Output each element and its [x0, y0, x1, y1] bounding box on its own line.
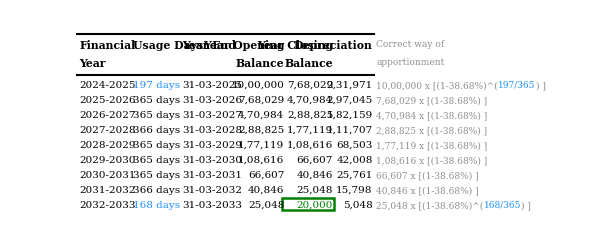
Text: 1,11,707: 1,11,707	[326, 125, 373, 134]
Text: 365 days: 365 days	[133, 140, 180, 149]
Text: 197/365: 197/365	[498, 81, 536, 89]
Text: Balance: Balance	[236, 57, 284, 68]
Text: 4,70,984 x [(1-38.68%) ]: 4,70,984 x [(1-38.68%) ]	[376, 111, 488, 119]
Text: 1,08,616: 1,08,616	[238, 155, 284, 164]
Text: 5,048: 5,048	[343, 200, 373, 209]
Text: 31-03-2033: 31-03-2033	[182, 200, 242, 209]
Text: ) ]: ) ]	[536, 81, 545, 89]
Text: 25,761: 25,761	[336, 170, 373, 179]
Text: 365 days: 365 days	[133, 111, 180, 119]
Text: 2026-2027: 2026-2027	[80, 111, 136, 119]
Text: 1,77,119: 1,77,119	[238, 140, 284, 149]
Text: 168 days: 168 days	[133, 200, 180, 209]
Text: 40,846: 40,846	[248, 185, 284, 194]
Text: 2032-2033: 2032-2033	[80, 200, 136, 209]
Text: 365 days: 365 days	[133, 96, 180, 105]
Text: apportionment: apportionment	[376, 57, 445, 66]
Text: Year: Year	[80, 57, 106, 68]
Text: 40,846 x [(1-38.68%) ]: 40,846 x [(1-38.68%) ]	[376, 185, 479, 194]
Text: 2031-2032: 2031-2032	[80, 185, 136, 194]
Text: 7,68,029: 7,68,029	[238, 96, 284, 105]
Text: 25,048: 25,048	[248, 200, 284, 209]
Text: 10,00,000 x [(1-38.68%)^(: 10,00,000 x [(1-38.68%)^(	[376, 81, 498, 89]
Text: 66,607: 66,607	[248, 170, 284, 179]
Text: 1,08,616 x [(1-38.68%) ]: 1,08,616 x [(1-38.68%) ]	[376, 155, 488, 164]
Text: 1,77,119: 1,77,119	[287, 125, 333, 134]
Text: 20,000: 20,000	[297, 200, 333, 209]
Text: 2,88,825 x [(1-38.68%) ]: 2,88,825 x [(1-38.68%) ]	[376, 125, 487, 134]
Text: 4,70,984: 4,70,984	[238, 111, 284, 119]
Text: 25,048: 25,048	[297, 185, 333, 194]
Text: Depreciation: Depreciation	[294, 40, 373, 51]
Text: 2,31,971: 2,31,971	[326, 81, 373, 89]
Text: 31-03-2029: 31-03-2029	[182, 140, 242, 149]
Text: Usage Days: Usage Days	[133, 40, 203, 51]
Text: 42,008: 42,008	[336, 155, 373, 164]
Text: 365 days: 365 days	[133, 155, 180, 164]
Text: Year End: Year End	[182, 40, 236, 51]
Text: 2030-2031: 2030-2031	[80, 170, 136, 179]
Text: 2,97,045: 2,97,045	[326, 96, 373, 105]
Text: 365 days: 365 days	[133, 170, 180, 179]
Text: 2,88,825: 2,88,825	[287, 111, 333, 119]
Text: Year Opening: Year Opening	[203, 40, 284, 51]
Text: 66,607: 66,607	[297, 155, 333, 164]
Text: 2029-2030: 2029-2030	[80, 155, 136, 164]
Text: ) ]: ) ]	[521, 200, 531, 209]
Text: 40,846: 40,846	[297, 170, 333, 179]
Text: 1,08,616: 1,08,616	[287, 140, 333, 149]
Text: 2027-2028: 2027-2028	[80, 125, 136, 134]
Text: 31-03-2031: 31-03-2031	[182, 170, 242, 179]
Text: 10,00,000: 10,00,000	[232, 81, 284, 89]
Text: Year Closing: Year Closing	[257, 40, 333, 51]
Text: 31-03-2032: 31-03-2032	[182, 185, 242, 194]
Bar	[283, 199, 334, 211]
Text: 4,70,984: 4,70,984	[287, 96, 333, 105]
Text: 25,048 x [(1-38.68%)^(: 25,048 x [(1-38.68%)^(	[376, 200, 484, 209]
Text: 197 days: 197 days	[133, 81, 180, 89]
Text: 31-03-2026: 31-03-2026	[182, 96, 242, 105]
Text: Financial: Financial	[80, 40, 136, 51]
Text: 366 days: 366 days	[133, 125, 180, 134]
Text: 15,798: 15,798	[336, 185, 373, 194]
Text: Correct way of: Correct way of	[376, 40, 445, 49]
Text: 2025-2026: 2025-2026	[80, 96, 136, 105]
Text: 31-03-2027: 31-03-2027	[182, 111, 242, 119]
Text: 2024-2025: 2024-2025	[80, 81, 136, 89]
Text: 31-03-2025: 31-03-2025	[182, 81, 242, 89]
Text: 68,503: 68,503	[336, 140, 373, 149]
Text: 31-03-2030: 31-03-2030	[182, 155, 242, 164]
Text: 366 days: 366 days	[133, 185, 180, 194]
Text: 2028-2029: 2028-2029	[80, 140, 136, 149]
Text: 31-03-2028: 31-03-2028	[182, 125, 242, 134]
Text: Balance: Balance	[284, 57, 333, 68]
Text: 168/365: 168/365	[484, 200, 521, 209]
Text: 7,68,029: 7,68,029	[287, 81, 333, 89]
Text: 2,88,825: 2,88,825	[238, 125, 284, 134]
Text: 1,82,159: 1,82,159	[326, 111, 373, 119]
Text: 7,68,029 x [(1-38.68%) ]: 7,68,029 x [(1-38.68%) ]	[376, 96, 487, 105]
Text: 66,607 x [(1-38.68%) ]: 66,607 x [(1-38.68%) ]	[376, 170, 479, 179]
Text: 1,77,119 x [(1-38.68%) ]: 1,77,119 x [(1-38.68%) ]	[376, 140, 488, 149]
